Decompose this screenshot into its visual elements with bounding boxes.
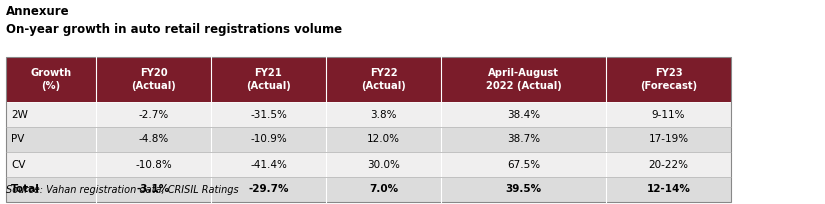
Bar	[606, 177, 731, 202]
Text: FY23
(Forecast): FY23 (Forecast)	[640, 68, 697, 91]
Text: 30.0%: 30.0%	[367, 160, 400, 170]
Bar	[6, 102, 96, 127]
Text: FY20
(Actual): FY20 (Actual)	[131, 68, 176, 91]
Bar	[96, 127, 211, 152]
Bar	[6, 177, 96, 202]
Bar	[211, 102, 326, 127]
Text: -29.7%: -29.7%	[248, 184, 289, 194]
Text: FY22
(Actual): FY22 (Actual)	[361, 68, 406, 91]
Text: 3.8%: 3.8%	[370, 110, 397, 120]
Text: On-year growth in auto retail registrations volume: On-year growth in auto retail registrati…	[6, 23, 342, 36]
Bar	[606, 57, 731, 102]
Text: 38.7%: 38.7%	[507, 134, 540, 144]
Text: 20-22%: 20-22%	[648, 160, 689, 170]
Bar	[211, 177, 326, 202]
Bar	[96, 177, 211, 202]
Bar	[441, 102, 606, 127]
Bar	[441, 177, 606, 202]
Bar	[211, 127, 326, 152]
Bar	[441, 127, 606, 152]
Bar	[96, 57, 211, 102]
Text: 39.5%: 39.5%	[506, 184, 541, 194]
Bar	[6, 57, 96, 102]
Bar	[326, 152, 441, 177]
Text: -10.8%: -10.8%	[135, 160, 172, 170]
Bar	[6, 127, 96, 152]
Text: 2W: 2W	[11, 110, 28, 120]
Bar	[326, 127, 441, 152]
Bar	[211, 57, 326, 102]
Bar	[96, 102, 211, 127]
Text: PV: PV	[11, 134, 25, 144]
Bar	[326, 57, 441, 102]
Text: -4.8%: -4.8%	[139, 134, 168, 144]
Bar	[606, 127, 731, 152]
Text: Source: Vahan registration data, CRISIL Ratings: Source: Vahan registration data, CRISIL …	[6, 185, 238, 195]
Bar	[606, 152, 731, 177]
Text: 12-14%: 12-14%	[647, 184, 691, 194]
Bar	[441, 152, 606, 177]
Bar	[96, 152, 211, 177]
Bar	[6, 152, 96, 177]
Text: 9-11%: 9-11%	[652, 110, 686, 120]
Bar	[441, 57, 606, 102]
Text: CV: CV	[11, 160, 26, 170]
Text: 17-19%: 17-19%	[648, 134, 689, 144]
Text: 38.4%: 38.4%	[507, 110, 540, 120]
Text: -2.7%: -2.7%	[139, 110, 168, 120]
Text: -10.9%: -10.9%	[250, 134, 287, 144]
Text: -31.5%: -31.5%	[250, 110, 287, 120]
Text: -41.4%: -41.4%	[250, 160, 287, 170]
Bar	[6, 57, 731, 202]
Bar	[326, 177, 441, 202]
Text: 67.5%: 67.5%	[507, 160, 540, 170]
Text: -3.1%: -3.1%	[137, 184, 170, 194]
Bar	[211, 152, 326, 177]
Text: Annexure: Annexure	[6, 5, 69, 18]
Text: 7.0%: 7.0%	[369, 184, 398, 194]
Bar	[606, 102, 731, 127]
Text: Total: Total	[11, 184, 40, 194]
Text: Growth
(%): Growth (%)	[31, 68, 72, 91]
Bar	[326, 102, 441, 127]
Text: April-August
2022 (Actual): April-August 2022 (Actual)	[486, 68, 561, 91]
Text: FY21
(Actual): FY21 (Actual)	[246, 68, 291, 91]
Text: 12.0%: 12.0%	[367, 134, 400, 144]
